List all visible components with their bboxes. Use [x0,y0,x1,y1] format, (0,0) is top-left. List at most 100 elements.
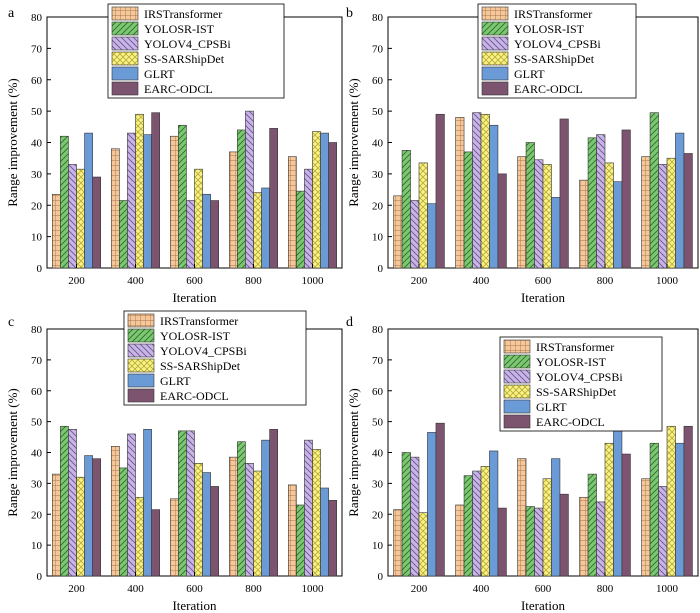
legend-swatch [481,6,509,21]
bar-ss-sarshipdet-600 [194,463,203,577]
bar-yolosr-ist-200 [401,452,411,577]
y-tick-label: 70 [31,355,43,367]
bar-earc-odcl-400 [151,509,160,577]
legend-label: SS-SARShipDet [144,52,225,66]
bar-yolosr-ist-200 [60,135,69,269]
legend-label: EARC-ODCL [160,389,229,403]
bar-earc-odcl-200 [435,422,445,577]
y-tick-label: 40 [372,448,384,460]
bar-ss-sarshipdet-400 [135,113,144,269]
x-tick-label: 600 [535,583,552,595]
legend-label: IRSTransformer [536,340,614,354]
legend-label: YOLOSR-IST [536,355,607,369]
y-axis-label: Range improvement (%) [5,78,20,207]
y-tick-label: 80 [372,324,384,336]
legend-swatch [127,328,155,343]
bar-glrt-800 [261,187,270,269]
bar-irstransformer-400 [111,148,120,269]
legend-label: YOLOV4_CPSBi [144,37,231,51]
bar-yolov4-cpsbi-400 [127,132,136,269]
bar-earc-odcl-800 [621,453,631,577]
y-tick-label: 50 [372,417,384,429]
bar-yolosr-ist-600 [525,142,535,269]
x-axis-label: Iteration [172,598,217,613]
legend-label: SS-SARShipDet [536,385,617,399]
bar-earc-odcl-600 [559,493,569,577]
legend-swatch [503,414,531,429]
bar-irstransformer-800 [229,456,238,577]
bar-yolov4-cpsbi-200 [410,456,420,577]
legend-label: YOLOSR-IST [160,329,231,343]
bar-yolov4-cpsbi-400 [472,112,482,269]
y-tick-label: 0 [37,263,43,275]
bar-irstransformer-1000 [288,156,297,269]
bar-yolosr-ist-400 [463,475,473,577]
x-axis-label: Iteration [172,290,217,305]
bar-earc-odcl-200 [92,176,101,269]
bar-yolov4-cpsbi-1000 [304,439,313,577]
bar-yolosr-ist-1000 [296,504,305,577]
y-tick-label: 20 [372,200,384,212]
legend-swatch [111,66,139,81]
legend-label: IRSTransformer [514,7,592,21]
y-tick-label: 70 [372,43,384,55]
bar-earc-odcl-200 [92,458,101,577]
legend-label: EARC-ODCL [144,82,213,96]
bar-ss-sarshipdet-600 [542,478,552,577]
legend-swatch [127,343,155,358]
bar-yolosr-ist-800 [237,129,246,269]
bar-ss-sarshipdet-400 [135,496,144,577]
bar-ss-sarshipdet-600 [194,168,203,269]
panel-letter: d [346,315,353,330]
bar-yolov4-cpsbi-1000 [658,486,668,577]
x-tick-label: 400 [473,583,490,595]
legend-swatch [503,384,531,399]
bar-ss-sarshipdet-600 [542,164,552,269]
bar-glrt-800 [261,439,270,577]
y-tick-label: 80 [31,12,43,24]
bar-irstransformer-800 [579,179,589,269]
bar-yolosr-ist-400 [119,467,128,577]
bar-glrt-600 [202,193,211,269]
panel-c: c 0 10 20 30 40 50 60 70 80 Range improvement (%) I… [5,310,343,613]
legend-label: IRSTransformer [144,7,222,21]
y-axis-label: Range improvement (%) [346,78,361,207]
x-tick-label: 200 [68,275,85,287]
bar-ss-sarshipdet-800 [604,442,614,577]
bar-irstransformer-200 [393,509,403,577]
y-tick-label: 40 [31,138,43,150]
x-tick-label: 1000 [656,275,679,287]
y-tick-label: 70 [31,43,43,55]
legend-swatch [127,373,155,388]
y-tick-label: 60 [31,75,43,87]
bar-glrt-800 [613,422,623,577]
bar-yolosr-ist-1000 [649,442,659,577]
bar-earc-odcl-600 [210,486,219,577]
y-tick-label: 0 [378,263,384,275]
bar-irstransformer-1000 [641,478,651,577]
y-tick-label: 70 [372,355,384,367]
y-tick-label: 60 [372,75,384,87]
bar-yolov4-cpsbi-600 [186,430,195,577]
bar-yolosr-ist-1000 [296,190,305,269]
y-tick-label: 20 [372,509,384,521]
x-tick-label: 800 [245,583,262,595]
y-tick-label: 60 [31,386,43,398]
y-tick-label: 0 [378,571,384,583]
bar-irstransformer-400 [455,504,465,577]
bar-glrt-600 [551,197,561,269]
bar-ss-sarshipdet-1000 [312,131,321,269]
x-axis-label: Iteration [521,290,566,305]
y-tick-label: 50 [372,106,384,118]
bar-glrt-1000 [320,487,329,577]
x-tick-label: 600 [186,583,203,595]
legend-label: IRSTransformer [160,314,238,328]
legend-label: GLRT [536,400,567,414]
bar-yolov4-cpsbi-1000 [304,168,313,269]
bar-yolosr-ist-200 [60,425,69,577]
bar-yolov4-cpsbi-400 [127,433,136,577]
legend-swatch [481,36,509,51]
y-tick-label: 80 [372,12,384,24]
legend-label: GLRT [144,67,175,81]
legend-swatch [481,51,509,66]
